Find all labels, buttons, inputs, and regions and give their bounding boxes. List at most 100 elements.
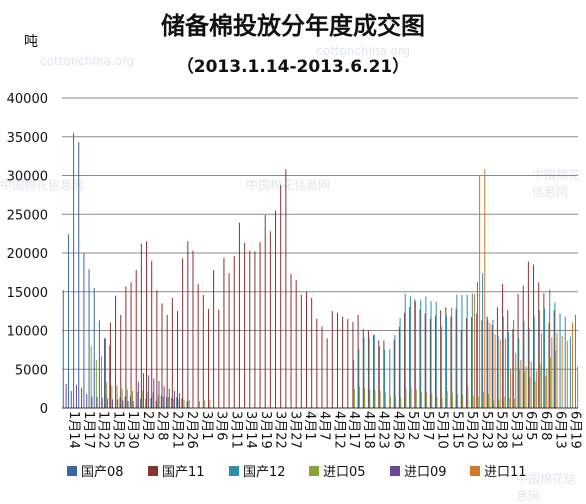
bar-进口09	[142, 373, 144, 409]
bar-进口05	[111, 385, 113, 408]
bar-进口11	[556, 332, 558, 408]
x-tick-label: 2月8	[155, 411, 170, 441]
bar-进口09	[81, 387, 83, 408]
bar-国产11	[109, 322, 111, 408]
bar-进口05	[106, 382, 108, 408]
bar-进口05	[555, 350, 557, 408]
bar-国产11	[120, 315, 122, 408]
bar-国产11	[347, 318, 349, 409]
legend-label: 国产08	[81, 465, 124, 480]
bar-国产11	[285, 169, 287, 408]
bar-国产12	[528, 328, 530, 408]
bar-国产11	[238, 222, 240, 408]
bar-国产12	[502, 316, 504, 408]
bar-国产11	[486, 316, 488, 408]
bar-国产11	[218, 309, 220, 408]
bar-进口05	[204, 400, 206, 408]
y-tick-label: 10000	[7, 325, 48, 340]
bar-进口09	[75, 384, 77, 408]
bar-进口05	[384, 391, 386, 408]
bar-国产12	[538, 310, 540, 408]
bar-国产12	[389, 349, 391, 408]
bar-国产11	[543, 293, 545, 408]
bar-进口09	[106, 398, 108, 408]
legend-label: 进口05	[323, 465, 366, 480]
bar-进口05	[441, 397, 443, 408]
bar-国产11	[553, 310, 555, 408]
bar-国产11	[373, 335, 375, 408]
y-tick-label: 20000	[7, 247, 48, 262]
bar-国产12	[544, 308, 546, 408]
bar-进口05	[199, 401, 201, 408]
bar-国产11	[481, 320, 483, 408]
x-tick-label: 3月22	[273, 411, 288, 449]
bar-国产08	[93, 287, 95, 409]
x-tick-label: 5月15	[449, 411, 464, 449]
bar-进口09	[86, 394, 88, 408]
bar-国产12	[559, 313, 561, 408]
bar-国产12	[384, 349, 386, 409]
bar-进口05	[142, 390, 144, 408]
bar-国产11	[336, 312, 338, 408]
bar-国产11	[244, 242, 246, 408]
bar-国产11	[192, 250, 194, 408]
bar-进口09	[112, 399, 114, 408]
legend-swatch	[148, 466, 158, 476]
bar-进口05	[173, 398, 175, 408]
bar-国产12	[476, 281, 478, 408]
bar-国产11	[527, 261, 529, 408]
x-tick-label: 4月18	[361, 411, 376, 449]
bar-国产11	[280, 184, 282, 408]
y-tick-label: 30000	[7, 170, 48, 185]
bar-国产12	[554, 302, 556, 408]
chart-subtitle: （2013.1.14-2013.6.21）	[176, 57, 410, 77]
bar-国产11	[465, 318, 467, 408]
bar-进口05	[126, 389, 128, 408]
watermark: 中国棉花信息网	[246, 178, 331, 192]
bar-国产08	[145, 398, 147, 408]
bar-国产12	[533, 316, 535, 408]
bar-进口05	[498, 399, 500, 408]
bar-进口05	[477, 396, 479, 409]
legend-label: 进口11	[484, 465, 527, 480]
bar-国产11	[398, 326, 400, 409]
x-tick-label: 6月19	[567, 411, 582, 449]
bar-进口05	[462, 394, 464, 408]
bar-进口05	[131, 390, 133, 408]
bar-国产12	[425, 296, 427, 408]
bar-进口05	[549, 357, 551, 409]
bar-国产11	[177, 311, 178, 409]
bar-进口11	[551, 337, 553, 408]
bar-进口11	[484, 169, 486, 408]
y-tick-label: 0	[40, 402, 48, 417]
bar-国产11	[367, 330, 369, 408]
bar-国产12	[569, 336, 571, 408]
bar-进口05	[503, 396, 505, 409]
bar-国产12	[409, 296, 411, 408]
y-axis-label: 吨	[24, 34, 38, 50]
x-tick-label: 1月25	[110, 411, 125, 449]
bar-国产12	[466, 294, 468, 408]
legend-swatch	[309, 466, 319, 476]
bar-国产12	[363, 337, 365, 408]
x-tick-label: 1月14	[66, 411, 81, 449]
bar-国产11	[311, 297, 313, 408]
bar-国产11	[264, 215, 266, 408]
bar-国产11	[517, 294, 519, 408]
bar-进口09	[91, 396, 93, 409]
bar-国产11	[104, 338, 106, 408]
bar-国产12	[482, 273, 484, 408]
bar-国产11	[450, 316, 452, 408]
bar-国产12	[415, 301, 417, 408]
bar-进口05	[359, 386, 360, 408]
legend-label: 国产11	[162, 465, 205, 480]
bar-国产11	[295, 280, 297, 409]
bar-国产08	[73, 132, 75, 409]
bar-国产12	[399, 318, 401, 408]
bar-国产11	[507, 310, 509, 408]
bar-国产11	[166, 315, 168, 408]
bar-国产11	[202, 294, 204, 408]
bar-国产11	[471, 317, 473, 408]
bar-国产11	[538, 282, 540, 408]
bar-国产11	[228, 273, 230, 408]
